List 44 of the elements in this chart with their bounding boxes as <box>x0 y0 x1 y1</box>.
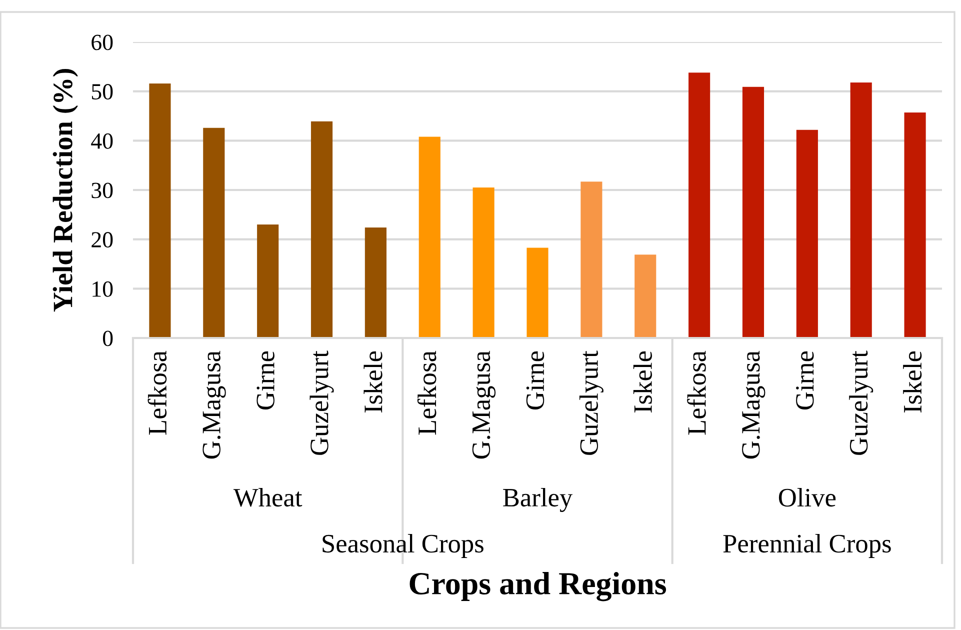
text: Wheat <box>233 488 302 507</box>
bar <box>580 182 602 338</box>
bar <box>203 128 225 338</box>
y-tick-label: 50 <box>92 84 113 100</box>
y-tick-label: 0 <box>102 330 113 346</box>
text: Barley <box>503 488 573 512</box>
x-tick-label: Guzelyurt <box>579 350 604 455</box>
bar <box>688 72 710 338</box>
bar <box>634 254 656 338</box>
text: Olive <box>778 488 836 507</box>
bar <box>472 188 494 338</box>
x-tick-label: G.Magusa <box>472 350 496 459</box>
y-tick-label: 30 <box>92 182 113 198</box>
x-tick-label: Iskele <box>633 351 652 413</box>
y-axis-title: Yield Reduction (%) <box>52 69 78 312</box>
x-tick-label: Lefkosa <box>687 350 706 435</box>
text: Seasonal Crops <box>322 534 484 558</box>
x-tick-label: Guzelyurt <box>849 350 874 455</box>
x-tick-label: Iskele <box>364 351 382 413</box>
y-tick-label: 10 <box>92 281 113 297</box>
x-tick-label: Girne <box>796 351 814 410</box>
x-tick-label: Guzelyurt <box>310 350 334 455</box>
text: Perennial Crops <box>723 534 891 558</box>
x-tick-label: Girne <box>526 351 544 410</box>
x-tick-label: Lefkosa <box>417 350 436 435</box>
x-tick-label: G.Magusa <box>742 350 766 459</box>
bar <box>310 121 333 338</box>
bar <box>418 136 440 338</box>
y-tick-label: 40 <box>91 133 113 149</box>
x-tick-label: Lefkosa <box>148 350 167 435</box>
bar <box>526 248 548 338</box>
y-tick-label: 20 <box>92 232 113 248</box>
bar <box>796 130 818 338</box>
bar <box>850 82 872 338</box>
y-tick-label: 60 <box>92 34 113 50</box>
x-axis-title: Crops and Regions <box>410 572 666 602</box>
x-tick-label: Girne <box>256 351 274 410</box>
x-tick-label: Iskele <box>903 351 922 413</box>
x-tick-label: G.Magusa <box>202 350 226 459</box>
bar <box>149 83 171 338</box>
bar <box>742 86 764 338</box>
bar <box>257 224 279 338</box>
bar <box>364 227 386 338</box>
bar <box>904 112 926 338</box>
